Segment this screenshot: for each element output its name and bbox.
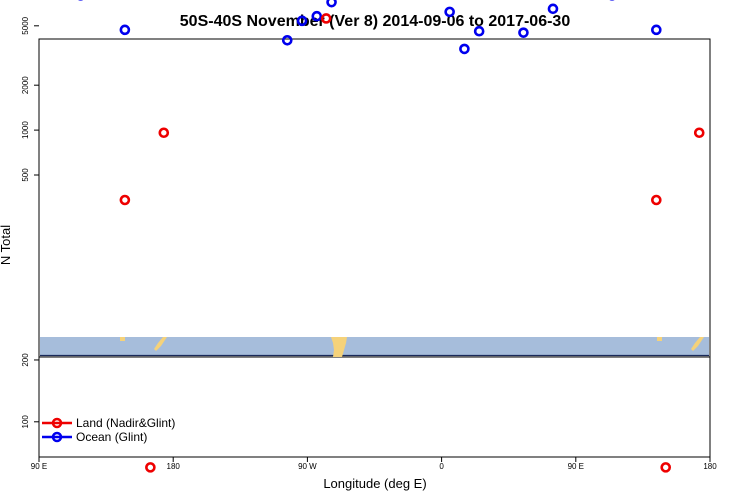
- x-axis-label: Longitude (deg E): [323, 476, 426, 491]
- x-ticks: 90 E 180 90 W 0 90 E 180: [31, 457, 717, 471]
- chart-title: 50S-40S November (Ver 8) 2014-09-06 to 2…: [180, 13, 571, 30]
- y-ticks-lower: 100 200: [21, 353, 39, 429]
- y-ticks-upper: 5001000200050001000020000: [21, 16, 39, 182]
- y-tick-label: 200: [21, 353, 30, 367]
- map-land-nz-east: [691, 337, 704, 351]
- x-tick-label: 180: [167, 462, 181, 471]
- ocean-point: [651, 24, 662, 36]
- ocean-point: [518, 27, 529, 38]
- x-tick-label: 180: [703, 462, 717, 471]
- y-tick-label: 500: [21, 168, 30, 182]
- land-point-lower: [660, 462, 672, 473]
- ocean-point: [459, 43, 470, 55]
- ocean-point: [281, 34, 293, 46]
- ocean-point: [296, 15, 308, 27]
- land-point: [119, 194, 131, 206]
- legend-land-label: Land (Nadir&Glint): [76, 416, 175, 430]
- x-tick-label: 90 E: [31, 462, 47, 471]
- lower-plot-frame: [38, 356, 711, 458]
- map-land-nz-west: [154, 337, 167, 351]
- y-tick-label: 2000: [21, 76, 30, 94]
- map-strip: [40, 337, 709, 357]
- x-tick-label: 90 W: [298, 462, 317, 471]
- x-tick-label: 0: [439, 462, 444, 471]
- land-point-lower: [145, 462, 156, 473]
- legend-ocean-marker: [51, 431, 63, 443]
- map-land-tasmania-east: [657, 337, 662, 341]
- ocean-point: [311, 10, 323, 22]
- map-land-tasmania-west: [120, 337, 125, 341]
- ocean-point: [473, 25, 485, 37]
- land-point: [320, 13, 332, 24]
- points-layer: [78, 0, 705, 473]
- ocean-point: [547, 3, 559, 15]
- upper-plot-frame: [38, 38, 711, 358]
- y-axis-label: N Total: [0, 225, 13, 265]
- y-tick-label: 1000: [21, 121, 30, 139]
- ocean-point: [326, 0, 337, 8]
- ocean-point: [119, 24, 131, 36]
- map-ocean: [40, 337, 709, 356]
- land-point: [158, 127, 170, 139]
- land-point: [651, 194, 662, 206]
- map-land-south-america: [331, 337, 347, 357]
- y-tick-label: 100: [21, 415, 30, 429]
- legend-ocean-label: Ocean (Glint): [76, 430, 147, 444]
- legend: Land (Nadir&Glint) Ocean (Glint): [42, 416, 175, 444]
- ocean-point: [444, 6, 455, 18]
- x-tick-label: 90 E: [568, 462, 584, 471]
- legend-land-marker: [51, 417, 63, 429]
- land-point: [693, 127, 705, 139]
- y-tick-label: 5000: [21, 16, 30, 34]
